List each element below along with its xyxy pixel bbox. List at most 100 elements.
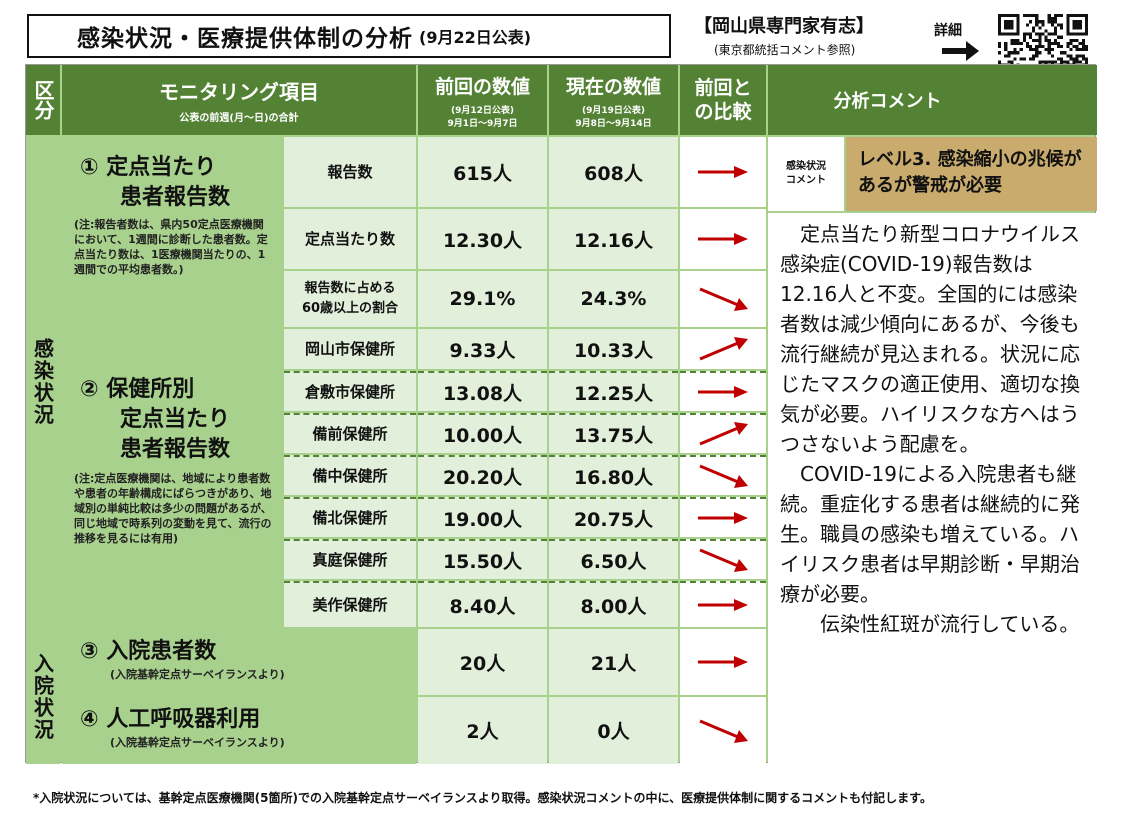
page-title: 感染状況・医療提供体制の分析 (77, 26, 413, 52)
col-curr-label: 現在の数値 (565, 75, 661, 98)
curr-value: 0人 (549, 697, 678, 764)
arrow-right-icon (696, 162, 750, 182)
prev-value: 2人 (418, 697, 547, 764)
arrow-down-right-icon (696, 462, 750, 490)
col-prev-label: 前回の数値 (434, 75, 530, 98)
col-item-label: モニタリング項目 (159, 80, 319, 104)
trend-cell (680, 271, 766, 327)
curr-value: 13.75人 (549, 413, 678, 453)
row-label: 備前保健所 (284, 413, 416, 453)
section2-note: (注:定点医療機関は、地域により患者数や患者の年齢構成にばらつきがあり、地域別の… (74, 472, 272, 545)
arrow-right-icon (696, 508, 750, 528)
col-curr-sub2: 9月8日～9月14日 (575, 118, 652, 129)
section3-title: ③ 入院患者数 (80, 639, 217, 664)
col-prev-sub1: (9月12日公表) (450, 105, 514, 116)
trend-cell (680, 209, 766, 269)
prev-value: 20人 (418, 629, 547, 695)
category-hospital: 入院状況 (26, 629, 60, 764)
prev-value: 15.50人 (418, 539, 547, 579)
arrow-down-right-icon (696, 717, 750, 745)
arrow-right-icon (696, 382, 750, 402)
arrow-right-icon (696, 652, 750, 672)
col-comment: 分析コメント (768, 65, 1097, 135)
col-compare: 前回と の比較 (680, 65, 766, 135)
title-box: 感染状況・医療提供体制の分析 (9月22日公表) (27, 14, 671, 58)
trend-cell (680, 413, 766, 453)
detail-link[interactable]: 詳細 (934, 23, 962, 39)
category-infection: 感染状況 (26, 137, 60, 627)
prev-value: 12.30人 (418, 209, 547, 269)
prev-value: 10.00人 (418, 413, 547, 453)
section2-title-line3: 患者報告数 (120, 437, 231, 462)
trend-cell (680, 581, 766, 627)
row-label: 報告数に占める 60歳以上の割合 (284, 271, 416, 327)
row-label: 岡山市保健所 (284, 329, 416, 369)
prev-value: 9.33人 (418, 329, 547, 369)
col-category-label: 区分 (31, 80, 55, 120)
trend-cell (680, 539, 766, 579)
arrow-right-icon (696, 595, 750, 615)
category-infection-label: 感染状況 (30, 338, 55, 426)
section4-note: (入院基幹定点サーベイランスより) (110, 736, 285, 749)
arrow-up-right-icon (696, 335, 750, 363)
prev-value: 29.1% (418, 271, 547, 327)
trend-cell (680, 137, 766, 207)
col-category: 区分 (26, 65, 60, 135)
section1-block: ① 定点当たり 患者報告数 (注:報告者数は、県内50定点医療機関において、1週… (62, 137, 282, 327)
col-item: モニタリング項目 公表の前週(月～日)の合計 (62, 65, 416, 135)
curr-value: 21人 (549, 629, 678, 695)
status-level-badge: レベル3. 感染縮小の兆候があるが警戒が必要 (846, 137, 1097, 211)
row-label: 定点当たり数 (284, 209, 416, 269)
section3-note: (入院基幹定点サーベイランスより) (110, 668, 285, 681)
section1-title-line2: 患者報告数 (120, 185, 231, 210)
prev-value: 20.20人 (418, 455, 547, 495)
curr-value: 24.3% (549, 271, 678, 327)
prev-value: 19.00人 (418, 497, 547, 537)
curr-value: 608人 (549, 137, 678, 207)
status-label: 感染状況 コメント (768, 137, 844, 211)
section1-note: (注:報告者数は、県内50定点医療機関において、1週間に診断した患者数。定点当た… (74, 218, 268, 276)
expert-group: 【岡山県専門家有志】 (694, 16, 874, 37)
expert-subnote: (東京都統括コメント参照) (714, 43, 856, 57)
prev-value: 615人 (418, 137, 547, 207)
curr-value: 6.50人 (549, 539, 678, 579)
curr-value: 20.75人 (549, 497, 678, 537)
col-prev-sub2: 9月1日～9月7日 (447, 118, 518, 129)
arrow-down-right-icon (696, 285, 750, 313)
prev-value: 8.40人 (418, 581, 547, 627)
col-item-sub: 公表の前週(月～日)の合計 (179, 113, 299, 124)
arrow-down-right-icon (696, 546, 750, 574)
row-label: 倉敷市保健所 (284, 371, 416, 411)
section2-title-line1: ② 保健所別 (80, 377, 195, 402)
row-label: 美作保健所 (284, 581, 416, 627)
trend-cell (680, 629, 766, 695)
curr-value: 10.33人 (549, 329, 678, 369)
curr-value: 12.16人 (549, 209, 678, 269)
footnote: *入院状況については、基幹定点医療機関(5箇所)での入院基幹定点サーベイランスよ… (33, 791, 932, 805)
trend-cell (680, 497, 766, 537)
arrow-right-icon (696, 229, 750, 249)
analysis-commentary: 定点当たり新型コロナウイルス感染症(COVID-19)報告数は12.16人と不変… (768, 213, 1097, 764)
section4-title: ④ 人工呼吸器利用 (80, 707, 261, 732)
row-label: 備北保健所 (284, 497, 416, 537)
section2-block: ② 保健所別 定点当たり 患者報告数 (注:定点医療機関は、地域により患者数や患… (62, 329, 282, 627)
row-label: 備中保健所 (284, 455, 416, 495)
trend-cell (680, 371, 766, 411)
arrow-right-icon (942, 41, 979, 61)
col-curr-sub1: (9月19日公表) (581, 105, 645, 116)
curr-value: 12.25人 (549, 371, 678, 411)
arrow-up-right-icon (696, 420, 750, 448)
row-label: 真庭保健所 (284, 539, 416, 579)
col-comment-label: 分析コメント (833, 91, 942, 112)
curr-value: 8.00人 (549, 581, 678, 627)
row-label: 報告数 (284, 137, 416, 207)
col-prev: 前回の数値 (9月12日公表) 9月1日～9月7日 (418, 65, 547, 135)
prev-value: 13.08人 (418, 371, 547, 411)
section3-block: ③ 入院患者数 (入院基幹定点サーベイランスより) (62, 629, 416, 695)
publish-date: (9月22日公表) (419, 28, 532, 47)
category-hospital-label: 入院状況 (30, 652, 55, 741)
section4-block: ④ 人工呼吸器利用 (入院基幹定点サーベイランスより) (62, 697, 416, 764)
trend-cell (680, 455, 766, 495)
trend-cell (680, 697, 766, 764)
section2-title-line2: 定点当たり (120, 407, 231, 432)
